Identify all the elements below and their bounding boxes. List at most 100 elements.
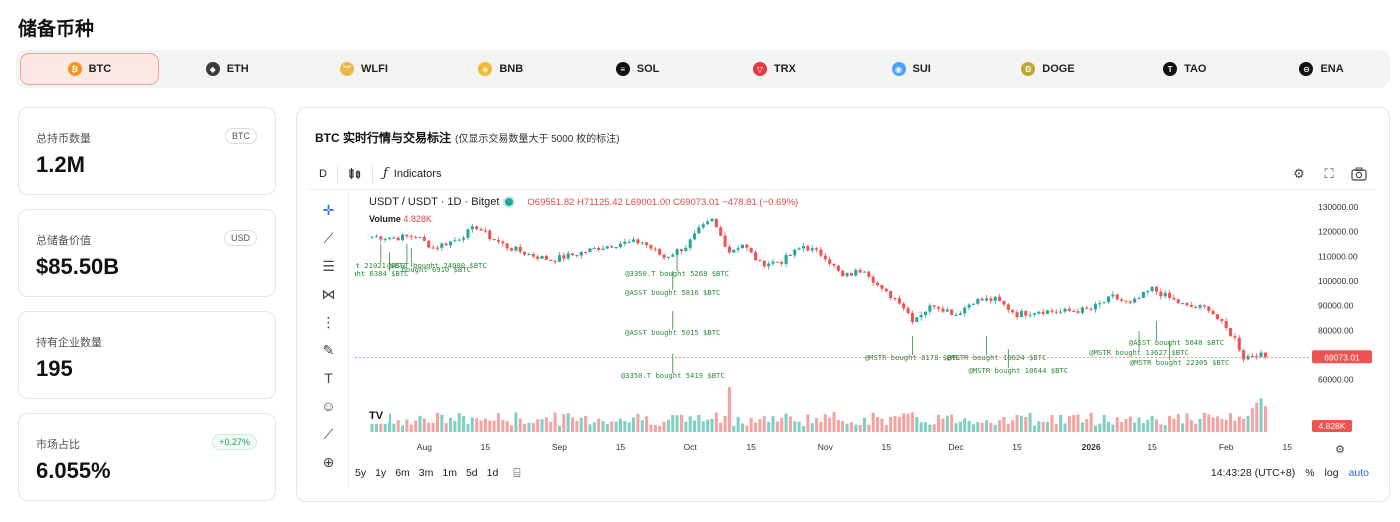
candle[interactable] (1215, 314, 1220, 320)
candle[interactable] (1085, 307, 1089, 309)
candle[interactable] (1024, 311, 1028, 316)
candle[interactable] (719, 227, 723, 236)
coin-tab-sui[interactable]: ◉ SUI (843, 53, 980, 85)
candle[interactable] (801, 246, 806, 249)
crosshair-icon[interactable]: ✛ (322, 201, 335, 218)
range-button-5d[interactable]: 5d (465, 467, 478, 479)
axis-settings-icon[interactable]: ⚙ (1335, 444, 1345, 456)
candle[interactable] (1163, 292, 1167, 297)
candle[interactable] (1250, 356, 1254, 358)
candle[interactable] (427, 240, 431, 248)
trendline-icon[interactable]: ⟋ (323, 229, 334, 246)
candle[interactable] (688, 239, 692, 248)
candle[interactable] (544, 255, 548, 260)
candle[interactable] (684, 247, 688, 251)
candle[interactable] (897, 298, 901, 304)
candle[interactable] (849, 273, 853, 276)
candle[interactable] (387, 237, 392, 239)
candle[interactable] (440, 243, 444, 248)
candle[interactable] (1168, 292, 1172, 298)
candle[interactable] (584, 251, 588, 253)
candle[interactable] (1224, 320, 1228, 329)
candle[interactable] (971, 303, 975, 305)
candle[interactable] (871, 276, 875, 283)
candle[interactable] (1259, 352, 1263, 357)
candle[interactable] (588, 248, 592, 252)
candle[interactable] (540, 255, 544, 259)
coin-tab-wlfi[interactable]: ︶ WLFI (296, 53, 433, 85)
candle[interactable] (1089, 308, 1093, 310)
candle[interactable] (1202, 305, 1206, 307)
candle[interactable] (557, 255, 561, 262)
candle[interactable] (1019, 311, 1023, 317)
candle[interactable] (993, 296, 997, 301)
candle[interactable] (414, 236, 418, 238)
range-button-1d[interactable]: 1d (486, 467, 499, 479)
candle[interactable] (658, 249, 662, 255)
candle[interactable] (697, 227, 701, 234)
candle[interactable] (976, 298, 980, 304)
candle[interactable] (902, 303, 906, 309)
candle[interactable] (435, 247, 439, 249)
candle[interactable] (666, 256, 670, 258)
range-button-3m[interactable]: 3m (418, 467, 434, 479)
brush-icon[interactable]: ✎ (322, 341, 335, 358)
coin-tab-bnb[interactable]: ◈ BNB (432, 53, 569, 85)
candle[interactable] (627, 241, 631, 243)
candle[interactable] (1176, 299, 1180, 304)
coin-tab-sol[interactable]: ≡ SOL (569, 53, 706, 85)
candle[interactable] (884, 288, 888, 292)
candle[interactable] (392, 237, 396, 239)
candle[interactable] (893, 298, 897, 300)
candle[interactable] (1037, 311, 1041, 314)
candle[interactable] (636, 239, 640, 244)
candle[interactable] (701, 224, 705, 228)
candle[interactable] (923, 311, 928, 316)
candle[interactable] (854, 269, 858, 276)
candle[interactable] (1146, 291, 1150, 293)
candle[interactable] (518, 246, 522, 252)
candle[interactable] (597, 247, 601, 250)
candle[interactable] (1263, 352, 1267, 358)
candle[interactable] (1120, 299, 1124, 301)
chart-svg[interactable]: 130000.00 120000.00 110000.00 100000.00 9000… (331, 192, 1375, 462)
candle[interactable] (980, 298, 984, 301)
candle[interactable] (775, 261, 779, 263)
candle[interactable] (605, 246, 609, 249)
fullscreen-icon[interactable]: ⛶ (1324, 165, 1334, 181)
candle[interactable] (1102, 302, 1106, 304)
candle[interactable] (405, 234, 409, 237)
candle[interactable] (1015, 312, 1019, 317)
candle[interactable] (483, 230, 487, 232)
candle[interactable] (488, 230, 492, 240)
candle[interactable] (1002, 301, 1006, 305)
candle[interactable] (509, 248, 514, 251)
candle[interactable] (632, 239, 636, 242)
candle[interactable] (553, 260, 557, 262)
candle[interactable] (1011, 309, 1015, 313)
candle[interactable] (862, 271, 867, 273)
candle[interactable] (963, 307, 967, 314)
candle[interactable] (1181, 303, 1185, 305)
candle[interactable] (1059, 311, 1063, 313)
candle[interactable] (815, 248, 819, 250)
candle[interactable] (906, 308, 910, 314)
candle[interactable] (797, 248, 801, 250)
candle[interactable] (919, 315, 923, 318)
candle[interactable] (736, 248, 740, 250)
candle[interactable] (514, 246, 518, 251)
candle[interactable] (1063, 308, 1067, 312)
candle[interactable] (1237, 337, 1241, 351)
candle[interactable] (592, 247, 596, 249)
log-toggle[interactable]: log (1324, 467, 1339, 479)
price-chart[interactable]: 130000.00 120000.00 110000.00 100000.00 9000… (331, 192, 1375, 462)
candle[interactable] (867, 271, 871, 277)
symbol-label[interactable]: USDT / USDT · 1D · Bitget (369, 196, 500, 208)
candle[interactable] (1198, 305, 1202, 308)
candle[interactable] (614, 246, 618, 248)
candle[interactable] (767, 263, 771, 267)
candle[interactable] (462, 237, 466, 240)
candle[interactable] (1076, 311, 1080, 313)
candle[interactable] (758, 260, 762, 262)
candle[interactable] (954, 314, 958, 316)
